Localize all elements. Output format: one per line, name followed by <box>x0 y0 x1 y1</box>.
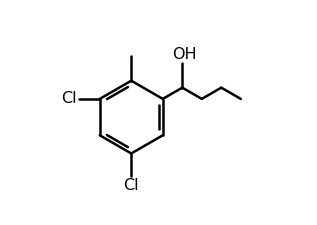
Text: Cl: Cl <box>123 178 139 193</box>
Text: Cl: Cl <box>61 91 77 106</box>
Text: OH: OH <box>172 47 196 62</box>
